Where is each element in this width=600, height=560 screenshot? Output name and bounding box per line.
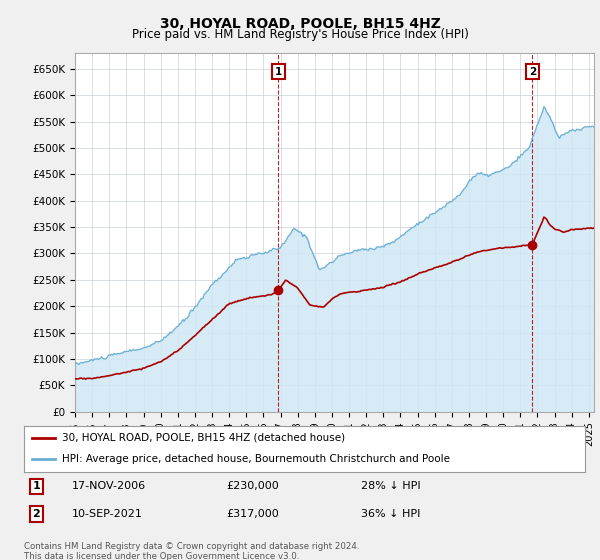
Text: 10-SEP-2021: 10-SEP-2021	[71, 509, 143, 519]
Text: 17-NOV-2006: 17-NOV-2006	[71, 482, 146, 491]
Text: £317,000: £317,000	[226, 509, 279, 519]
Text: 2: 2	[529, 67, 536, 77]
Text: 30, HOYAL ROAD, POOLE, BH15 4HZ (detached house): 30, HOYAL ROAD, POOLE, BH15 4HZ (detache…	[62, 433, 345, 443]
Text: 28% ↓ HPI: 28% ↓ HPI	[361, 482, 420, 491]
Text: Contains HM Land Registry data © Crown copyright and database right 2024.
This d: Contains HM Land Registry data © Crown c…	[24, 542, 359, 560]
Text: £230,000: £230,000	[226, 482, 279, 491]
Text: 1: 1	[275, 67, 282, 77]
Text: 30, HOYAL ROAD, POOLE, BH15 4HZ: 30, HOYAL ROAD, POOLE, BH15 4HZ	[160, 17, 440, 31]
Text: 1: 1	[32, 482, 40, 491]
Text: Price paid vs. HM Land Registry's House Price Index (HPI): Price paid vs. HM Land Registry's House …	[131, 28, 469, 41]
Text: 2: 2	[32, 509, 40, 519]
Text: HPI: Average price, detached house, Bournemouth Christchurch and Poole: HPI: Average price, detached house, Bour…	[62, 454, 450, 464]
Text: 36% ↓ HPI: 36% ↓ HPI	[361, 509, 420, 519]
